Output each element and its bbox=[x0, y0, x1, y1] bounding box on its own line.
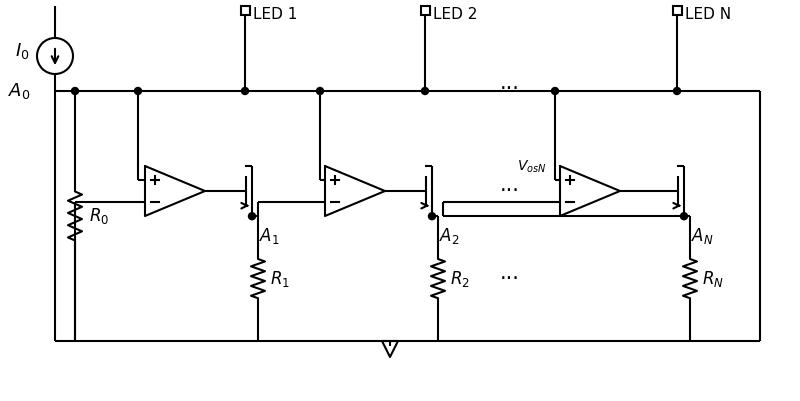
Circle shape bbox=[429, 213, 435, 220]
Circle shape bbox=[681, 213, 687, 220]
Text: $A_0$: $A_0$ bbox=[7, 81, 30, 101]
Bar bbox=[421, 6, 430, 15]
Text: $R_N$: $R_N$ bbox=[702, 269, 724, 289]
Text: ···: ··· bbox=[500, 181, 520, 201]
Text: $A_2$: $A_2$ bbox=[439, 226, 459, 246]
Bar bbox=[673, 6, 682, 15]
Circle shape bbox=[134, 87, 142, 95]
Text: $R_2$: $R_2$ bbox=[450, 269, 470, 289]
Circle shape bbox=[674, 87, 681, 95]
Circle shape bbox=[249, 213, 255, 220]
Text: $A_N$: $A_N$ bbox=[691, 226, 714, 246]
Text: LED 2: LED 2 bbox=[433, 7, 478, 22]
Text: $R_0$: $R_0$ bbox=[89, 206, 109, 226]
Text: LED 1: LED 1 bbox=[253, 7, 298, 22]
Circle shape bbox=[71, 87, 78, 95]
Circle shape bbox=[242, 87, 249, 95]
Circle shape bbox=[317, 87, 323, 95]
Bar bbox=[241, 6, 250, 15]
Text: ···: ··· bbox=[500, 79, 520, 99]
Text: ···: ··· bbox=[500, 269, 520, 289]
Text: $I_0$: $I_0$ bbox=[15, 41, 30, 61]
Text: $R_1$: $R_1$ bbox=[270, 269, 290, 289]
Circle shape bbox=[551, 87, 558, 95]
Text: $A_1$: $A_1$ bbox=[259, 226, 280, 246]
Circle shape bbox=[422, 87, 429, 95]
Text: LED N: LED N bbox=[685, 7, 731, 22]
Text: $V_{osN}$: $V_{osN}$ bbox=[518, 159, 547, 175]
